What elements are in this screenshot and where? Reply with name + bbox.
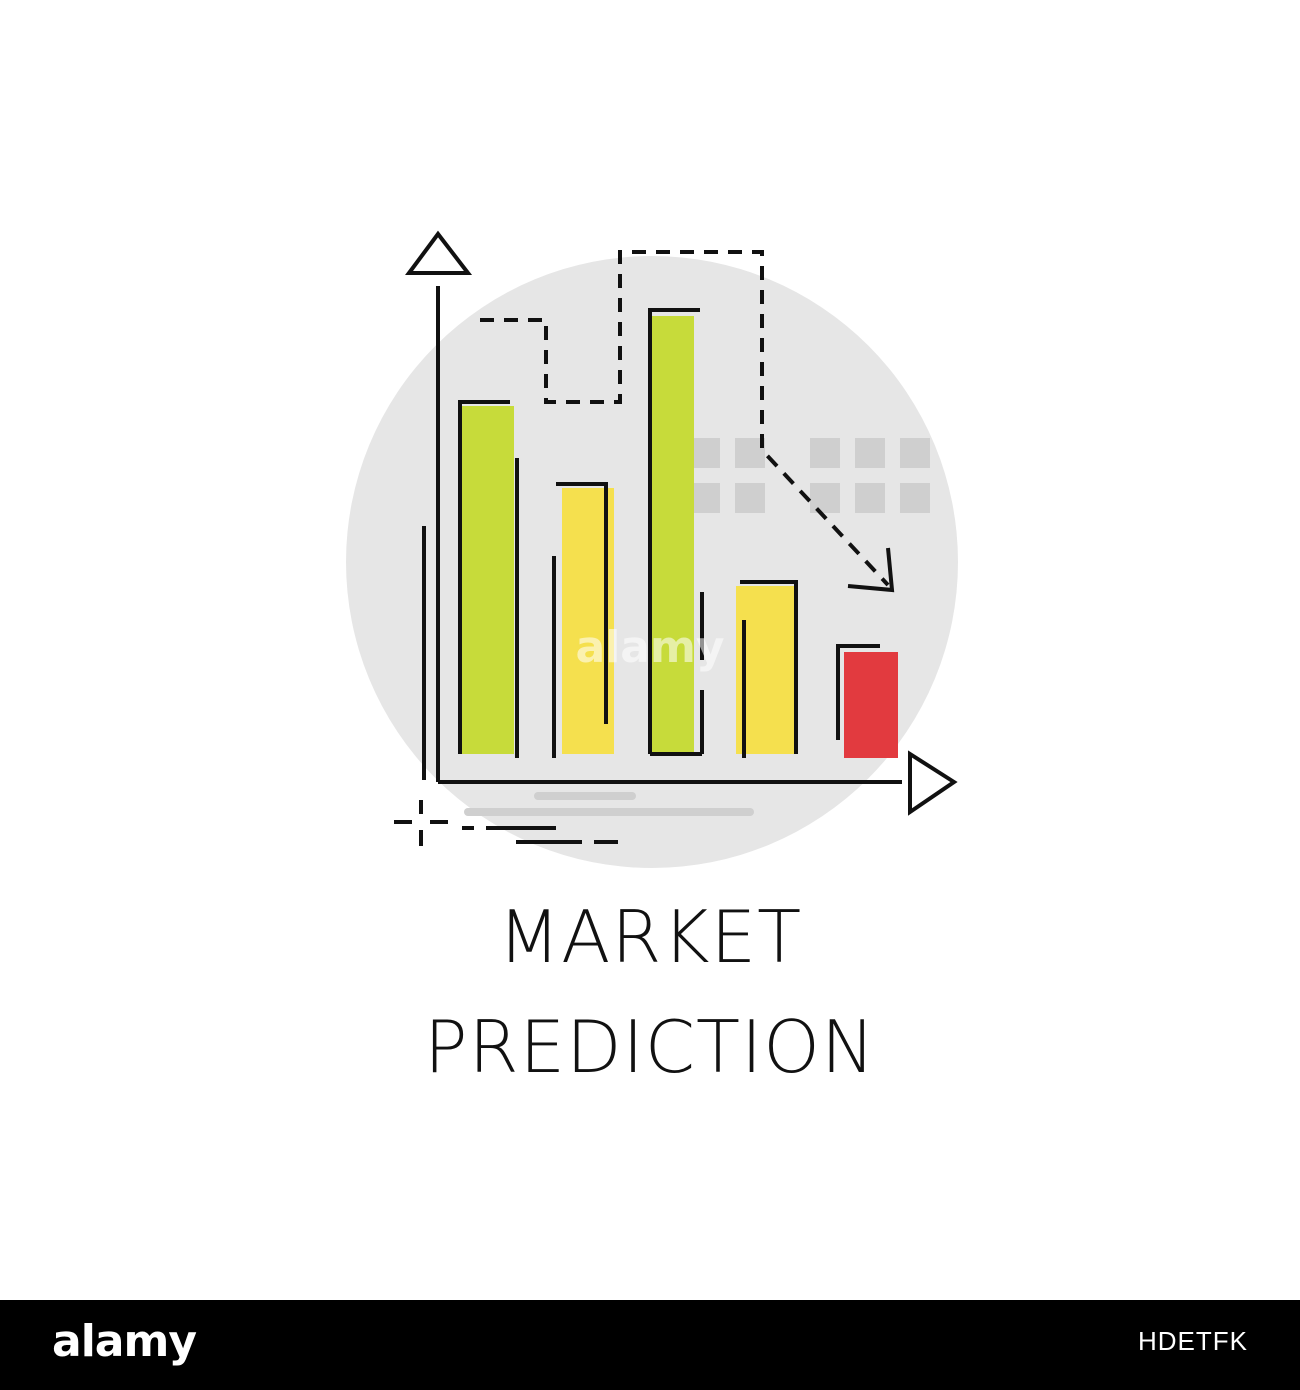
bar-outlines [458,308,880,758]
up-arrow-icon [405,230,473,275]
axes [436,286,902,784]
bar-5 [844,652,898,758]
footer-image-id: HDETFK [1138,1326,1248,1356]
footer-logo: alamy [52,1316,197,1367]
bar-3 [648,316,694,754]
caption-line-2: PREDICTION [424,1005,876,1089]
crosshair-icon [394,800,448,846]
baseline-gray-lines [464,792,754,816]
footer-bar: alamy HDETFK [0,1300,1300,1390]
watermark-text: alamy [576,622,725,673]
grid-squares [690,438,930,513]
bottom-dash-lines [462,826,618,844]
right-arrow-icon [908,750,958,816]
caption-line-1: MARKET [497,895,803,979]
trend-dashed-path [480,250,890,587]
bar-1 [460,406,514,754]
trend-down-arrow-icon [847,547,895,593]
market-prediction-illustration: alamy [346,230,958,868]
